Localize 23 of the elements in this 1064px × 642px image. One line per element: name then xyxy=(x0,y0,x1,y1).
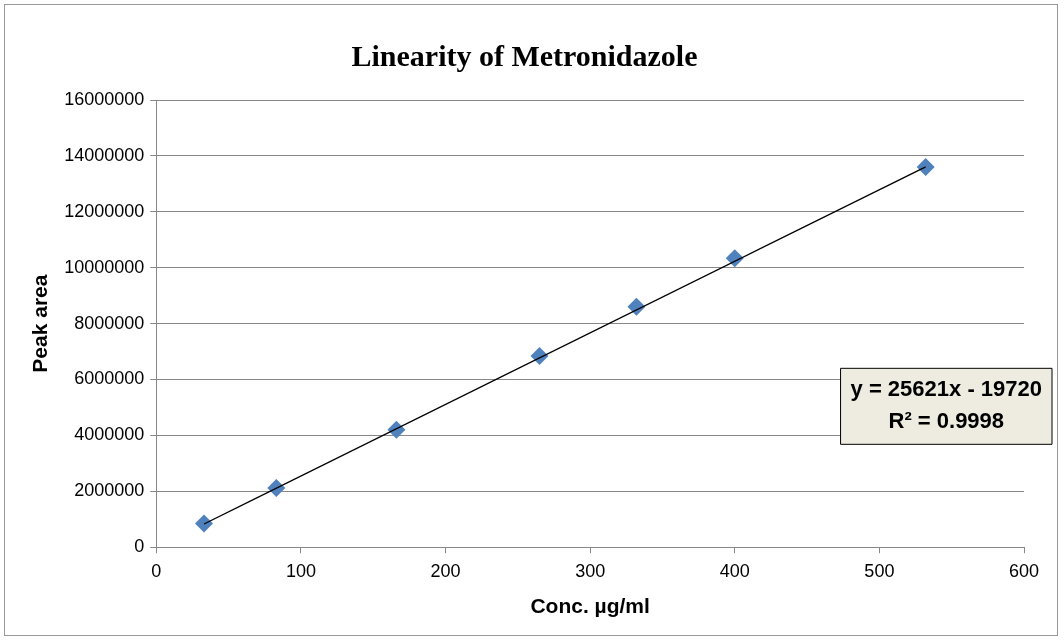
y-tick-label: 14000000 xyxy=(64,144,145,165)
x-tick-label: 100 xyxy=(285,560,316,581)
annotation: y = 25621x - 19720 xyxy=(850,376,1042,402)
y-tick-label: 16000000 xyxy=(64,88,145,109)
x-tick-label: 500 xyxy=(864,560,895,581)
y-tick-label: 10000000 xyxy=(64,256,145,277)
y-axis-title: Peak area xyxy=(28,274,52,373)
x-tick-label: 600 xyxy=(1008,560,1040,581)
x-tick-label: 200 xyxy=(430,560,461,581)
x-tick-label: 400 xyxy=(719,560,750,581)
y-tick-label: 2000000 xyxy=(74,480,145,501)
annotation: R² = 0.9998 xyxy=(888,408,1005,434)
y-tick-label: 6000000 xyxy=(74,368,145,389)
y-tick-label: 4000000 xyxy=(74,424,145,445)
y-tick-label: 12000000 xyxy=(64,200,145,221)
x-tick-label: 300 xyxy=(575,560,606,581)
y-tick-label: 8000000 xyxy=(74,312,145,333)
y-tick-label: 0 xyxy=(134,536,145,557)
point xyxy=(916,158,935,177)
point xyxy=(195,514,214,533)
chart-title: Linearity of Metronidazole xyxy=(351,38,698,72)
x-tick-label: 0 xyxy=(151,560,162,581)
x-axis-title: Conc. µg/ml xyxy=(530,594,650,618)
